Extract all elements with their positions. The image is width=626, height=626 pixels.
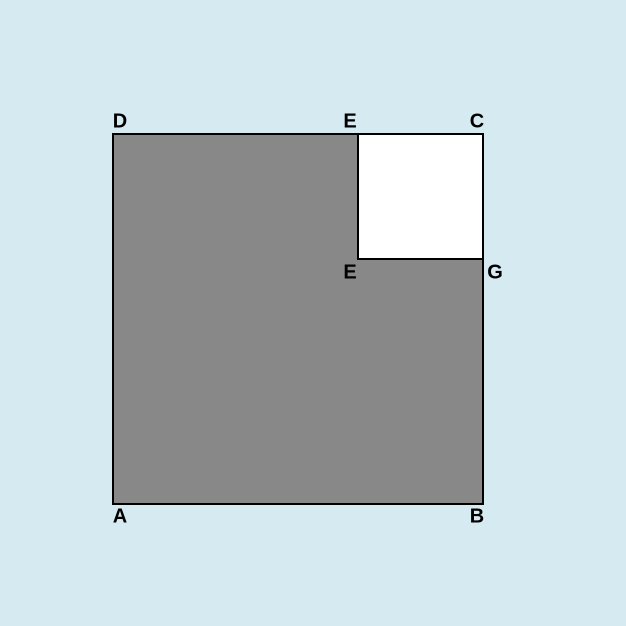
vertex-label-G: G <box>487 262 503 285</box>
inner-square <box>358 134 483 259</box>
vertex-label-A: A <box>113 506 127 529</box>
vertex-label-E-mid: E <box>343 262 356 285</box>
vertex-label-C: C <box>470 111 484 134</box>
vertex-label-B: B <box>470 506 484 529</box>
vertex-label-D: D <box>113 111 127 134</box>
geometry-diagram <box>0 0 626 626</box>
vertex-label-E-top: E <box>343 111 356 134</box>
